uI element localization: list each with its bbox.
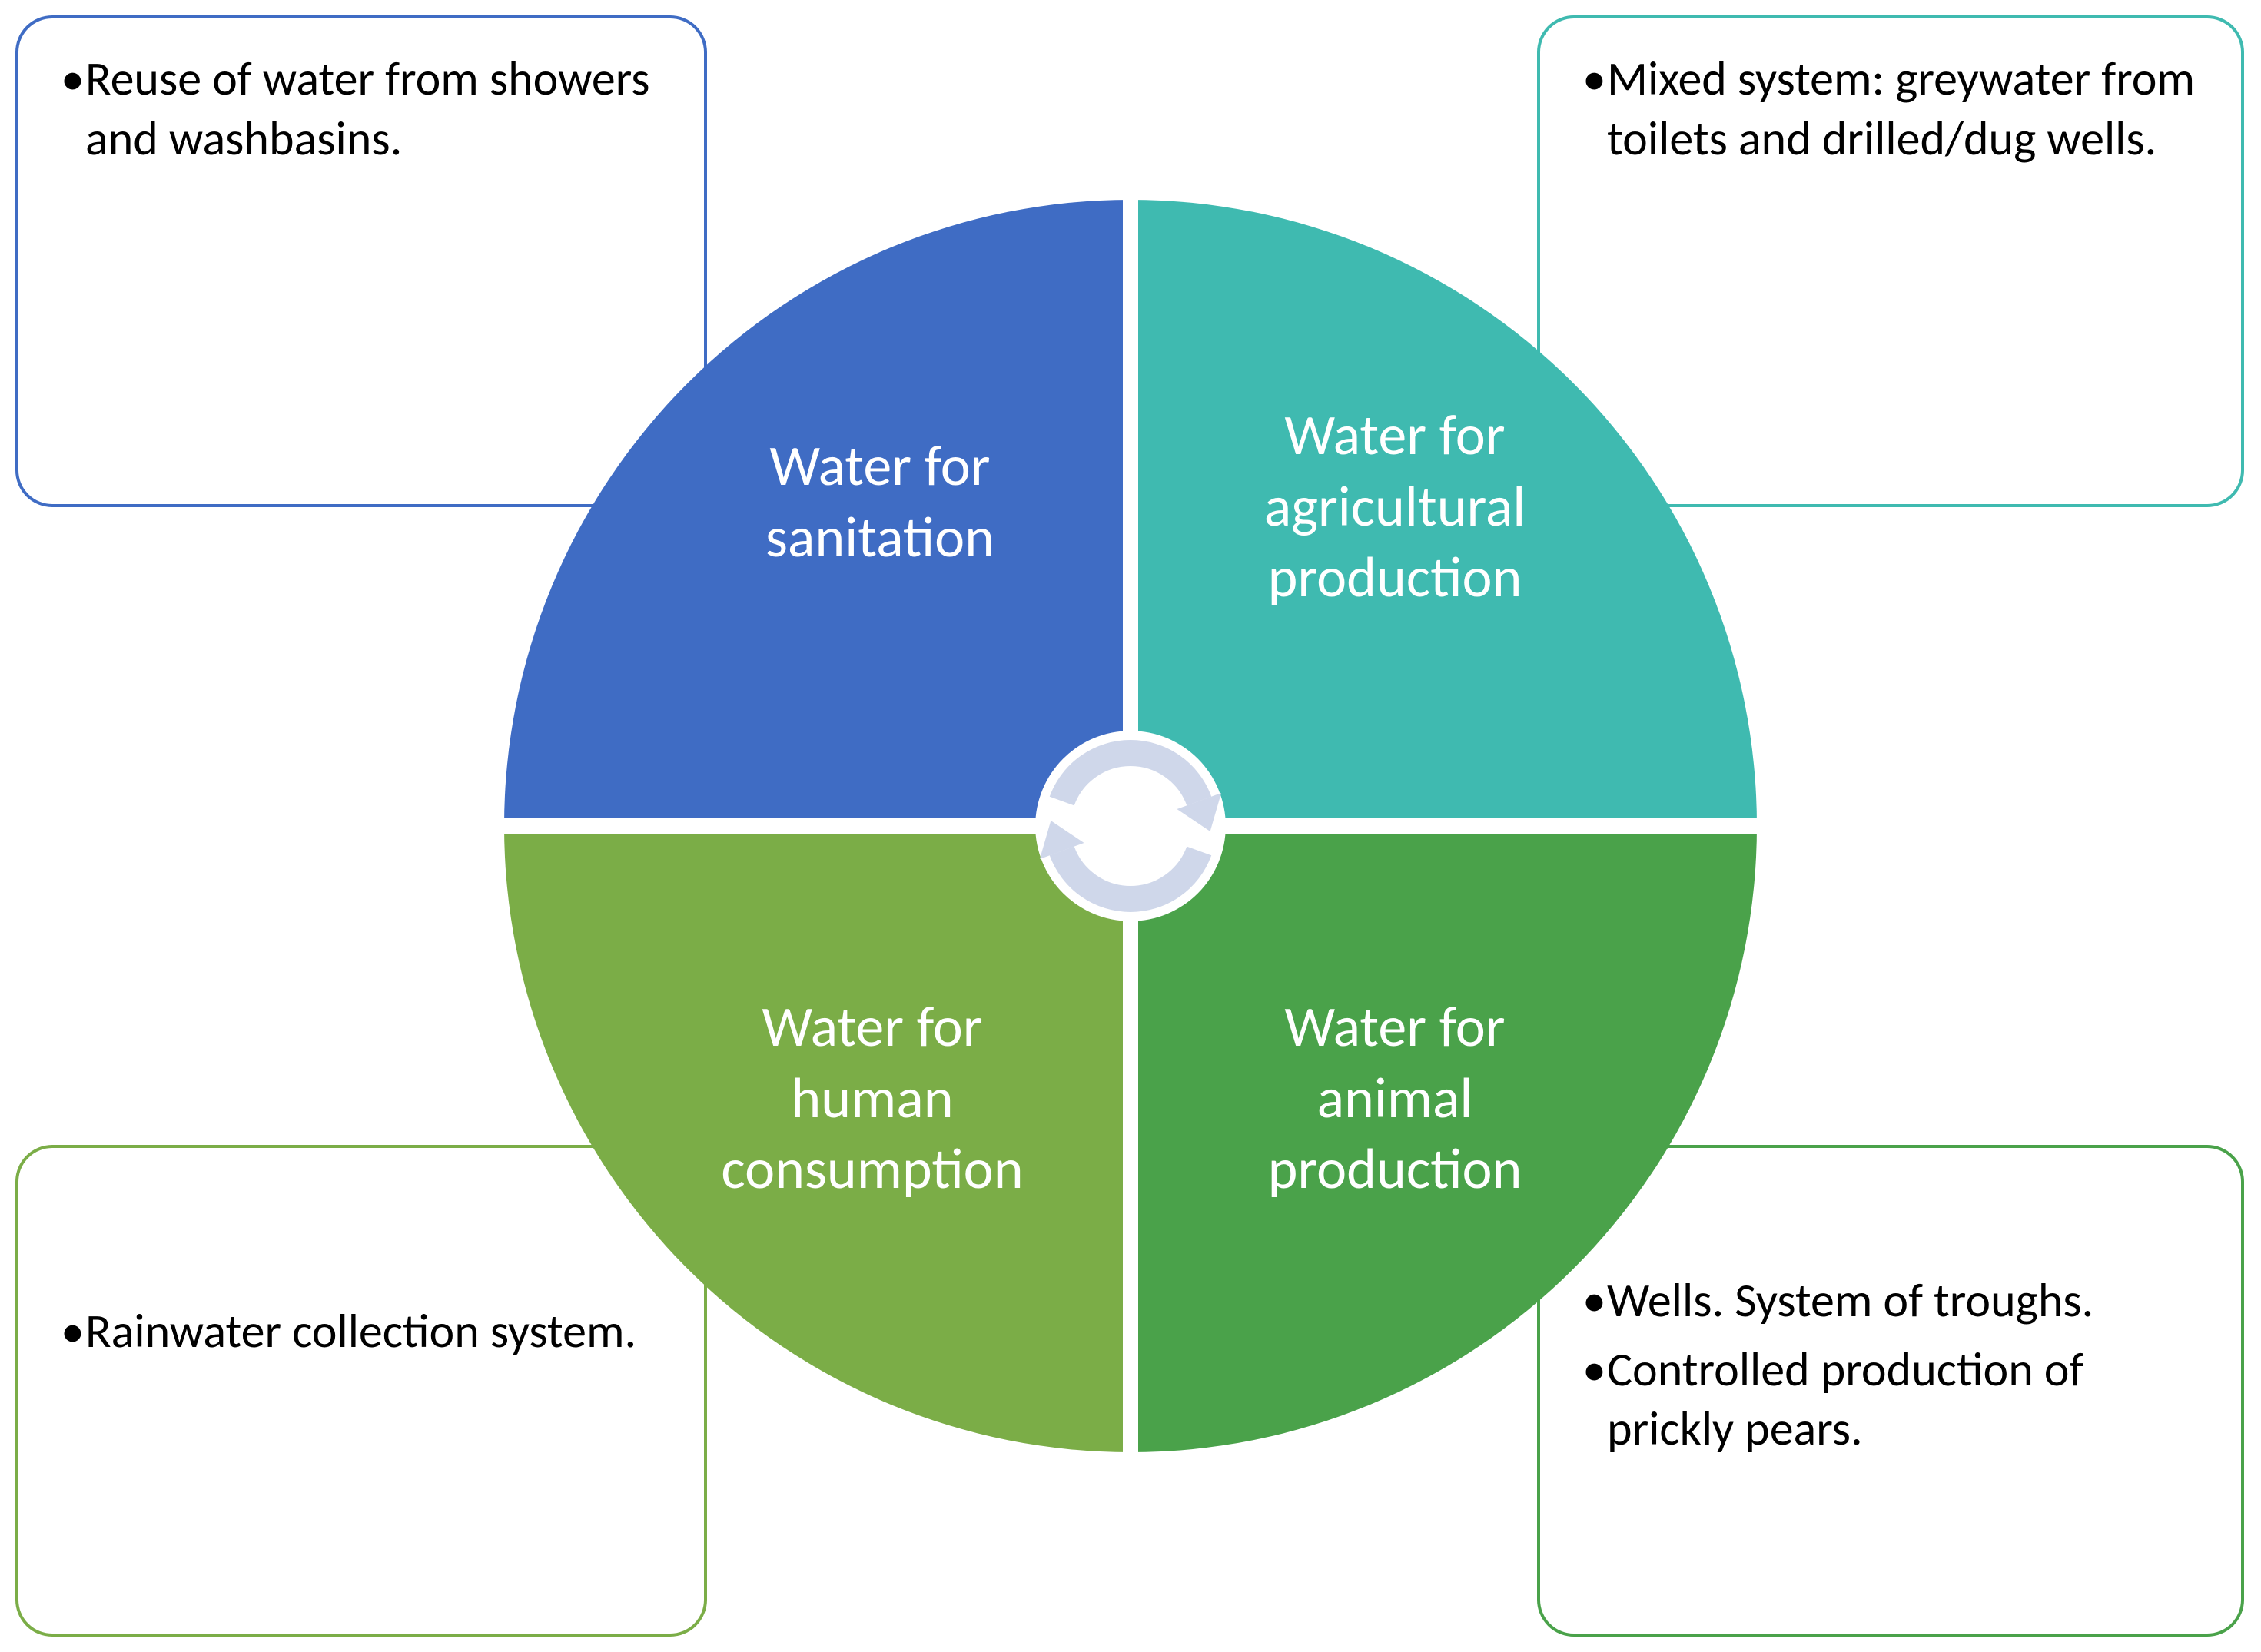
callout-item: Mixed system: greywater from toilets and…	[1582, 49, 2199, 168]
quadrant-label-human: Water for human consumption	[615, 991, 1130, 1205]
quadrant-label-animal: Water for animal production	[1153, 991, 1637, 1205]
callout-list-agricultural: Mixed system: greywater from toilets and…	[1582, 49, 2199, 168]
diagram-canvas: Reuse of water from showers and washbasi…	[0, 0, 2261, 1652]
quadrant-label-agricultural: Water for agricultural production	[1153, 400, 1637, 613]
callout-list-sanitation: Reuse of water from showers and washbasi…	[61, 49, 662, 168]
callout-item: Reuse of water from showers and washbasi…	[61, 49, 662, 168]
cycle-arrows-icon	[988, 684, 1273, 968]
quadrant-label-sanitation: Water for sanitation	[638, 430, 1122, 572]
